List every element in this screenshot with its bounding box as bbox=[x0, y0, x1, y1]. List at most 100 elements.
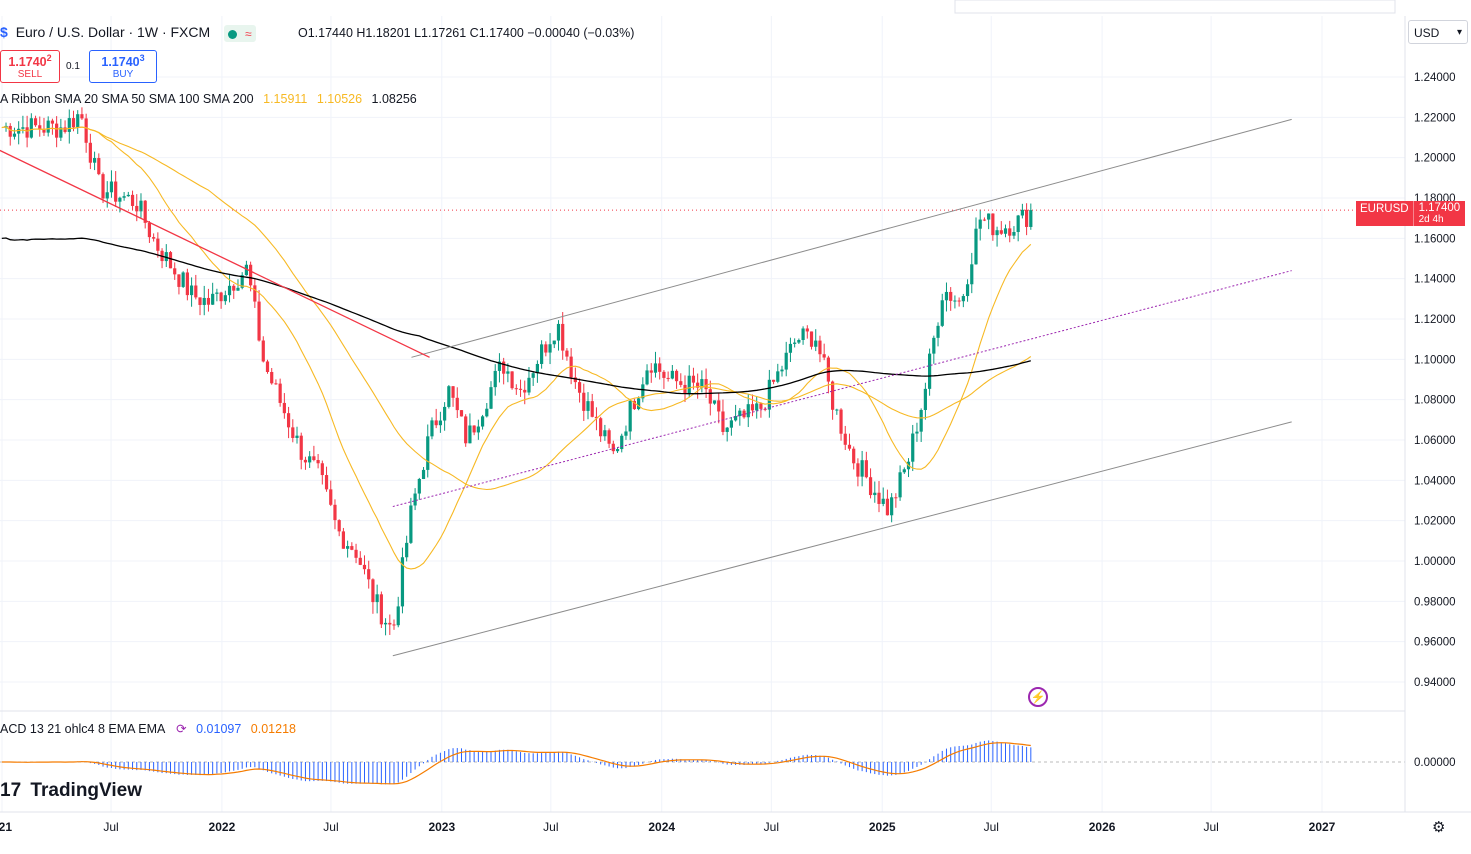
candle-body bbox=[67, 118, 71, 132]
candle-body bbox=[691, 375, 696, 383]
candle-body bbox=[219, 292, 223, 302]
candle-body bbox=[476, 426, 480, 433]
candle-body bbox=[202, 297, 206, 305]
candle-body bbox=[801, 328, 805, 341]
candle-body bbox=[881, 498, 885, 504]
refresh-icon[interactable]: ⟳ bbox=[176, 722, 187, 736]
candle-body bbox=[645, 370, 649, 385]
candle-body bbox=[696, 382, 700, 388]
candle-body bbox=[995, 230, 999, 236]
candle-body bbox=[367, 569, 371, 580]
candle-body bbox=[173, 268, 177, 275]
candle-body bbox=[8, 125, 12, 137]
settings-gear-icon[interactable]: ⚙ bbox=[1432, 819, 1446, 836]
quantity-value[interactable]: 0.1 bbox=[66, 61, 80, 72]
candle-body bbox=[50, 120, 55, 124]
candle-body bbox=[417, 478, 421, 494]
candle-body bbox=[936, 325, 940, 338]
price-tag-symbol: EURUSD bbox=[1356, 201, 1414, 226]
candle-body bbox=[868, 477, 873, 496]
candle-body bbox=[666, 377, 670, 379]
candle-body bbox=[253, 285, 257, 302]
candle-body bbox=[88, 142, 92, 163]
time-tick-label: Jul bbox=[984, 820, 999, 834]
candle-body bbox=[535, 363, 539, 374]
candle-body bbox=[421, 469, 426, 479]
price-tick-label: 1.10000 bbox=[1414, 354, 1456, 366]
candle-body bbox=[940, 300, 944, 326]
macd-value: 0.01097 bbox=[196, 722, 242, 736]
candle-body bbox=[784, 352, 788, 370]
candle-body bbox=[611, 443, 615, 452]
lightning-icon[interactable]: ⚡ bbox=[1028, 687, 1048, 707]
candle-body bbox=[341, 531, 346, 549]
candle-body bbox=[324, 475, 329, 490]
candle-body bbox=[708, 389, 712, 404]
candle-body bbox=[493, 370, 497, 388]
time-tick-label: 2023 bbox=[428, 820, 455, 834]
price-tick-label: 0.94000 bbox=[1414, 677, 1456, 689]
symbol-header[interactable]: $ Euro / U.S. Dollar · 1W · FXCM ≈ bbox=[0, 24, 256, 42]
time-tick-label: Jul bbox=[764, 820, 779, 834]
price-tick-label: 1.24000 bbox=[1414, 72, 1456, 84]
candle-body bbox=[687, 375, 691, 394]
sell-button[interactable]: 1.17402 SELL bbox=[0, 50, 60, 83]
candle-body bbox=[953, 300, 957, 302]
candle-body bbox=[826, 357, 830, 382]
candle-body bbox=[949, 291, 953, 301]
candle-body bbox=[725, 427, 729, 432]
candle-body bbox=[607, 430, 611, 444]
candle-body bbox=[514, 388, 518, 390]
candle-body bbox=[152, 237, 156, 239]
candle-body bbox=[295, 435, 299, 438]
ribbon-indicator-legend[interactable]: A Ribbon SMA 20 SMA 50 SMA 100 SMA 200 1… bbox=[0, 92, 417, 106]
candle-body bbox=[405, 542, 409, 558]
candle-body bbox=[746, 404, 750, 418]
candle-body bbox=[831, 381, 835, 410]
candle-body bbox=[999, 230, 1003, 234]
candle-body bbox=[80, 114, 84, 119]
candle-body bbox=[447, 386, 451, 407]
candle-body bbox=[544, 344, 548, 353]
candle-body bbox=[17, 128, 21, 134]
candle-body bbox=[156, 238, 160, 251]
macd-pane bbox=[1, 740, 1032, 785]
candle-body bbox=[594, 416, 599, 419]
candle-body bbox=[459, 410, 464, 417]
candle-body bbox=[565, 350, 569, 357]
candle-body bbox=[265, 361, 270, 372]
buy-button[interactable]: 1.17403 BUY bbox=[89, 50, 157, 83]
candle-body bbox=[540, 344, 544, 364]
candle-body bbox=[371, 579, 375, 603]
candle-body bbox=[1003, 228, 1008, 234]
sma-200-line bbox=[1, 237, 1031, 395]
candle-body bbox=[928, 353, 932, 389]
candle-body bbox=[923, 388, 927, 410]
candle-body bbox=[944, 291, 949, 301]
symbol-title: Euro / U.S. Dollar · 1W · FXCM bbox=[15, 24, 211, 40]
candle-body bbox=[506, 371, 510, 374]
currency-select[interactable]: USD ▾ bbox=[1408, 20, 1468, 44]
macd-indicator-legend[interactable]: ACD 13 21 ohlc4 8 EMA EMA ⟳ 0.01097 0.01… bbox=[0, 721, 296, 736]
candle-body bbox=[919, 409, 923, 432]
candle-body bbox=[464, 416, 468, 444]
candle-body bbox=[864, 460, 868, 478]
price-tick-label: 0.98000 bbox=[1414, 596, 1456, 608]
candle-body bbox=[809, 331, 814, 347]
candle-body bbox=[502, 361, 506, 374]
time-tick-label: Jul bbox=[543, 820, 558, 834]
candle-body bbox=[257, 301, 261, 341]
candle-body bbox=[712, 400, 717, 404]
candle-body bbox=[485, 408, 489, 417]
price-tick-label: 1.00000 bbox=[1414, 556, 1456, 568]
candle-body bbox=[92, 158, 97, 163]
candle-body bbox=[329, 489, 333, 505]
candle-body bbox=[987, 213, 991, 220]
price-tick-label: 1.04000 bbox=[1414, 475, 1456, 487]
candle-body bbox=[396, 606, 400, 626]
candle-body bbox=[215, 292, 219, 294]
candle-body bbox=[244, 264, 249, 276]
candle-body bbox=[961, 296, 965, 302]
candle-body bbox=[274, 383, 278, 385]
